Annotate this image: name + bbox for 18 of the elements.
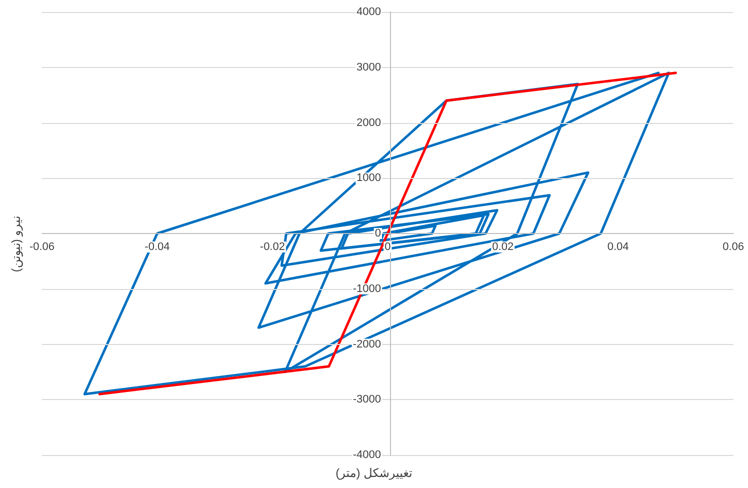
x-tick-label: -0.02: [260, 241, 285, 253]
y-tick-label: 2000: [356, 116, 381, 129]
x-tick-label: -0.04: [144, 241, 170, 253]
y-tick-label: -1000: [352, 282, 381, 295]
x-tick-label: 0.04: [607, 241, 629, 253]
x-tick-label: 0.02: [492, 241, 514, 253]
x-axis-title: تغییرشکل (متر): [336, 466, 412, 480]
y-axis-title: نیرو (نیوتن): [9, 216, 23, 272]
y-tick-label: 1000: [356, 172, 381, 184]
x-tick-label: -0.06: [29, 241, 55, 253]
y-tick-label: -3000: [352, 394, 381, 406]
y-tick-label: 0: [374, 228, 381, 240]
x-tick-label: 0: [384, 241, 391, 253]
x-tick-label: 0.06: [722, 241, 744, 253]
y-tick-label: -2000: [352, 338, 381, 350]
y-tick-label: -4000: [352, 449, 381, 461]
y-tick-label: 3000: [356, 61, 381, 74]
y-tick-label: 4000: [356, 6, 381, 18]
